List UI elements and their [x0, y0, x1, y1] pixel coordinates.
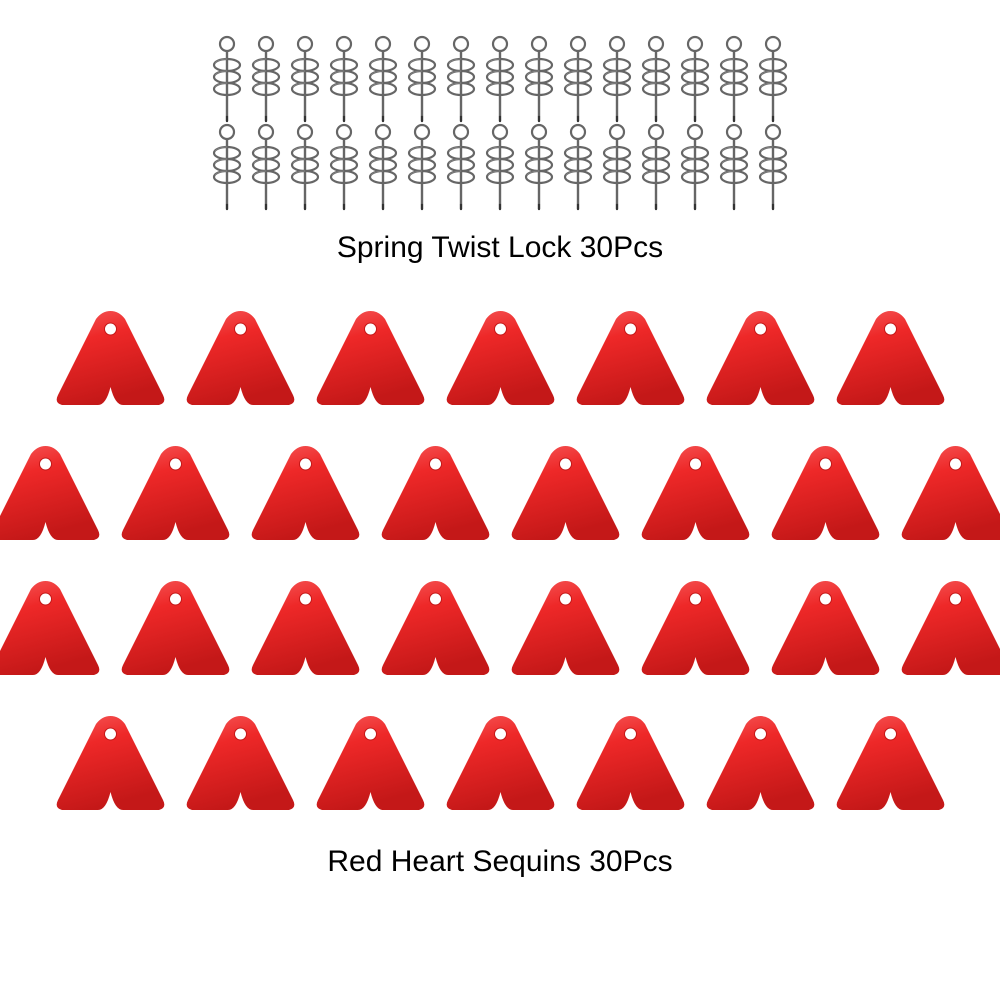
- red-heart-sequin-icon: [833, 305, 948, 415]
- red-heart-sequin-icon: [443, 710, 558, 820]
- spring-twist-lock-icon: [716, 35, 752, 123]
- red-heart-sequin-icon: [248, 575, 363, 685]
- red-heart-sequins-section: Red Heart Sequins 30Pcs: [0, 305, 1000, 879]
- spring-twist-lock-icon: [482, 35, 518, 123]
- spring-twist-lock-icon: [521, 123, 557, 211]
- red-heart-sequin-icon: [898, 440, 1000, 550]
- sequin-row: [0, 710, 1000, 820]
- spring-twist-lock-icon: [287, 35, 323, 123]
- spring-twist-lock-icon: [677, 35, 713, 123]
- spring-twist-lock-icon: [209, 35, 245, 123]
- spring-twist-lock-icon: [482, 123, 518, 211]
- spring-twist-lock-icon: [716, 123, 752, 211]
- spring-twist-lock-icon: [365, 123, 401, 211]
- red-heart-sequin-icon: [508, 575, 623, 685]
- sequin-label: Red Heart Sequins 30Pcs: [327, 845, 672, 879]
- spring-twist-lock-icon: [755, 35, 791, 123]
- red-heart-sequin-icon: [313, 305, 428, 415]
- red-heart-sequin-icon: [573, 710, 688, 820]
- red-heart-sequin-icon: [443, 305, 558, 415]
- red-heart-sequin-icon: [638, 440, 753, 550]
- spring-twist-lock-icon: [560, 35, 596, 123]
- spring-twist-lock-icon: [365, 35, 401, 123]
- spring-twist-lock-section: Spring Twist Lock 30Pcs: [209, 35, 791, 265]
- red-heart-sequin-icon: [0, 440, 103, 550]
- red-heart-sequin-icon: [53, 305, 168, 415]
- sequin-grid: [0, 305, 1000, 820]
- spring-twist-lock-icon: [638, 35, 674, 123]
- spring-twist-lock-icon: [677, 123, 713, 211]
- red-heart-sequin-icon: [703, 305, 818, 415]
- red-heart-sequin-icon: [183, 305, 298, 415]
- spring-label: Spring Twist Lock 30Pcs: [337, 231, 663, 265]
- red-heart-sequin-icon: [0, 575, 103, 685]
- red-heart-sequin-icon: [508, 440, 623, 550]
- spring-twist-lock-icon: [599, 35, 635, 123]
- red-heart-sequin-icon: [53, 710, 168, 820]
- spring-twist-lock-icon: [248, 123, 284, 211]
- spring-twist-lock-icon: [560, 123, 596, 211]
- spring-twist-lock-icon: [326, 35, 362, 123]
- red-heart-sequin-icon: [768, 575, 883, 685]
- spring-twist-lock-icon: [404, 123, 440, 211]
- sequin-row: [0, 575, 1000, 685]
- spring-twist-lock-icon: [755, 123, 791, 211]
- red-heart-sequin-icon: [313, 710, 428, 820]
- spring-rows: [209, 35, 791, 211]
- red-heart-sequin-icon: [638, 575, 753, 685]
- red-heart-sequin-icon: [898, 575, 1000, 685]
- red-heart-sequin-icon: [768, 440, 883, 550]
- red-heart-sequin-icon: [248, 440, 363, 550]
- sequin-row: [0, 305, 1000, 415]
- spring-twist-lock-icon: [443, 35, 479, 123]
- spring-twist-lock-icon: [521, 35, 557, 123]
- spring-row: [209, 123, 791, 211]
- spring-twist-lock-icon: [404, 35, 440, 123]
- spring-twist-lock-icon: [287, 123, 323, 211]
- spring-twist-lock-icon: [638, 123, 674, 211]
- red-heart-sequin-icon: [183, 710, 298, 820]
- red-heart-sequin-icon: [118, 440, 233, 550]
- red-heart-sequin-icon: [833, 710, 948, 820]
- red-heart-sequin-icon: [378, 440, 493, 550]
- red-heart-sequin-icon: [703, 710, 818, 820]
- red-heart-sequin-icon: [378, 575, 493, 685]
- sequin-row: [0, 440, 1000, 550]
- spring-twist-lock-icon: [248, 35, 284, 123]
- spring-twist-lock-icon: [599, 123, 635, 211]
- spring-twist-lock-icon: [209, 123, 245, 211]
- spring-row: [209, 35, 791, 123]
- spring-twist-lock-icon: [443, 123, 479, 211]
- spring-twist-lock-icon: [326, 123, 362, 211]
- red-heart-sequin-icon: [118, 575, 233, 685]
- red-heart-sequin-icon: [573, 305, 688, 415]
